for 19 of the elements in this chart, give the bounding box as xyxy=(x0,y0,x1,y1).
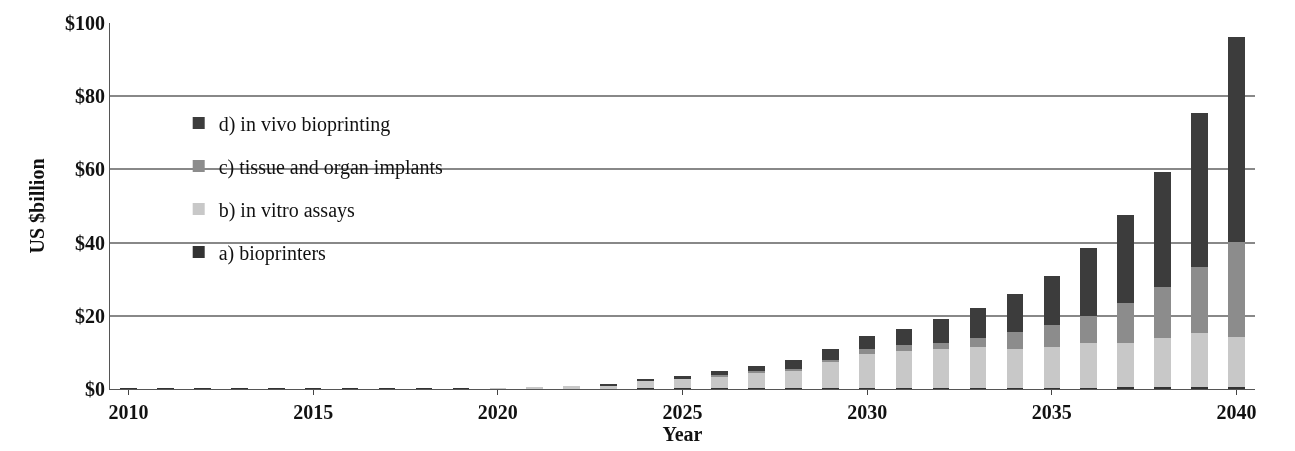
x-tick-label: 2025 xyxy=(662,401,703,423)
legend-label: a) bioprinters xyxy=(218,241,327,265)
x-tick-label: 2040 xyxy=(1216,401,1257,423)
y-tick-label: $60 xyxy=(75,158,105,181)
x-axis-title: Year xyxy=(662,423,703,445)
legend-label: d) in vivo bioprinting xyxy=(218,112,391,136)
x-tick-label: 2010 xyxy=(108,401,149,423)
y-tick-label: $20 xyxy=(75,304,105,327)
x-tick-label: 2015 xyxy=(293,401,334,423)
x-tick-label: 2020 xyxy=(477,401,518,423)
legend-label: b) in vitro assays xyxy=(218,198,356,222)
x-tick-label: 2030 xyxy=(847,401,888,423)
y-tick-label: $100 xyxy=(65,12,105,34)
y-tick-label: $0 xyxy=(85,378,105,400)
legend-label: c) tissue and organ implants xyxy=(218,155,443,179)
y-axis-title: US $billion xyxy=(25,158,48,254)
y-tick-label: $80 xyxy=(75,85,105,108)
y-tick-label: $40 xyxy=(75,231,105,254)
x-tick-label: 2035 xyxy=(1031,401,1072,423)
